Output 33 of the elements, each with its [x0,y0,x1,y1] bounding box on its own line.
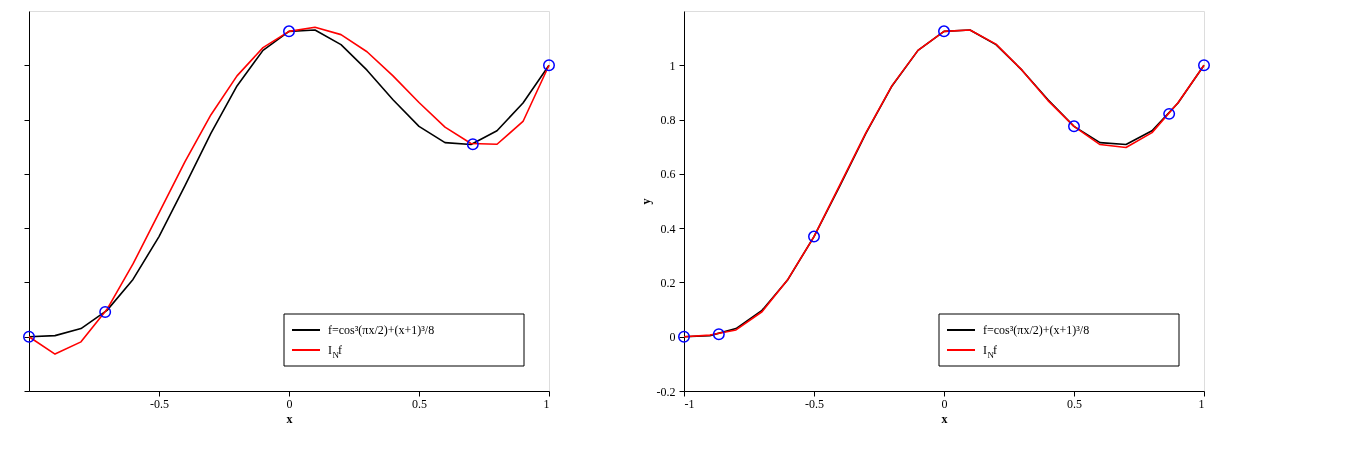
x-tick-label: 1 [543,396,550,411]
y-tick-label: 0.4 [660,221,676,236]
y-tick-label: 0.8 [660,113,676,128]
point [712,328,725,341]
y-tick-label: 1 [669,58,676,73]
legend-label: f=cos³(πx/2)+(x+1)³/8 [328,323,435,337]
x-tick-label: -0.5 [150,396,169,411]
y-tick-label: 0 [669,330,676,345]
point [1163,107,1176,120]
x-tick-label: 0 [941,396,948,411]
point [1068,120,1080,133]
y-axis-title: y [638,198,653,205]
x-axis-title: x [286,411,293,426]
point [1198,59,1210,72]
y-tick-label: 0.6 [660,167,676,182]
x-tick-label: 0 [286,396,293,411]
point [283,25,295,38]
point [808,230,820,243]
point [23,330,35,343]
point [678,330,690,343]
legend-label: f=cos³(πx/2)+(x+1)³/8 [983,323,1090,337]
x-tick-label: -1 [684,396,695,411]
point [938,25,950,38]
x-tick-label: 0.5 [412,396,427,411]
point [99,306,112,318]
point [466,138,479,151]
x-tick-label: -0.5 [805,396,824,411]
point [543,59,555,72]
y-tick-label: 0.2 [660,275,676,290]
x-tick-label: 0.5 [1067,396,1082,411]
y-tick-label: -0.2 [656,384,676,399]
x-axis-title: x [941,411,948,426]
x-tick-label: 1 [1198,396,1205,411]
